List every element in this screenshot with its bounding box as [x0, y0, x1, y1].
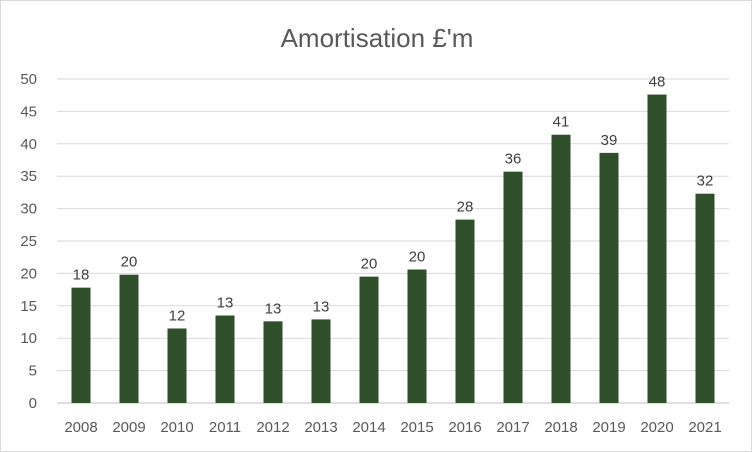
x-tick-label-2013: 2013 [304, 419, 337, 436]
data-label-2013: 13 [313, 298, 330, 315]
y-tick-label: 50 [20, 71, 37, 88]
y-tick-label: 30 [20, 201, 37, 218]
bar-2012 [263, 321, 283, 403]
bar-2013 [311, 319, 331, 403]
data-label-2009: 20 [121, 254, 138, 271]
data-label-2014: 20 [361, 256, 378, 273]
bar-2010 [167, 328, 187, 403]
bar-2015 [407, 269, 427, 403]
y-tick-label: 35 [20, 168, 37, 185]
data-label-2008: 18 [73, 267, 90, 284]
bar-2014 [359, 276, 379, 403]
x-tick-label-2020: 2020 [640, 419, 673, 436]
gridlines [57, 78, 729, 404]
bar-2008 [71, 287, 91, 403]
bar-2021 [695, 193, 715, 403]
x-tick-label-2017: 2017 [496, 419, 529, 436]
data-label-2012: 13 [265, 300, 282, 317]
data-label-2015: 20 [409, 249, 426, 266]
x-tick-label-2008: 2008 [64, 419, 97, 436]
x-tick-label-2021: 2021 [688, 419, 721, 436]
data-label-2011: 13 [217, 295, 234, 312]
x-tick-label-2014: 2014 [352, 419, 385, 436]
data-label-2017: 36 [505, 151, 522, 168]
x-tick-label-2016: 2016 [448, 419, 481, 436]
y-tick-label: 10 [20, 330, 37, 347]
data-label-2018: 41 [553, 114, 570, 131]
y-tick-label: 20 [20, 265, 37, 282]
x-tick-label-2018: 2018 [544, 419, 577, 436]
x-tick-label-2019: 2019 [592, 419, 625, 436]
x-tick-label-2010: 2010 [160, 419, 193, 436]
data-label-2019: 39 [601, 132, 618, 149]
bar-2020 [647, 94, 667, 403]
x-axis-tick-labels: 2008 2009 2010 2011 2012 2013 2014 2015 2016 2017… [64, 419, 721, 436]
data-label-2010: 12 [169, 307, 186, 324]
y-tick-label: 15 [20, 298, 37, 315]
bar-2018 [551, 134, 571, 403]
data-label-2016: 28 [457, 199, 474, 216]
x-tick-label-2015: 2015 [400, 419, 433, 436]
y-tick-label: 25 [20, 233, 37, 250]
x-tick-label-2011: 2011 [209, 419, 241, 436]
bar-2017 [503, 171, 523, 403]
data-labels: 18 20 12 13 13 13 20 20 28 36 41 39 48 32 [73, 74, 714, 325]
y-tick-label: 5 [29, 363, 37, 380]
y-tick-label: 0 [29, 395, 37, 412]
bars [71, 94, 715, 403]
bar-2019 [599, 152, 619, 403]
chart-title: Amortisation £'m [281, 23, 474, 53]
bar-2011 [215, 315, 235, 403]
y-tick-label: 45 [20, 103, 37, 120]
y-axis-tick-labels: 0 5 10 15 20 25 30 35 40 45 50 [20, 71, 37, 412]
bar-2009 [119, 274, 139, 403]
x-tick-label-2009: 2009 [112, 419, 145, 436]
y-tick-label: 40 [20, 136, 37, 153]
data-label-2021: 32 [697, 173, 714, 190]
x-tick-label-2012: 2012 [256, 419, 289, 436]
data-label-2020: 48 [649, 74, 666, 91]
bar-2016 [455, 219, 475, 403]
